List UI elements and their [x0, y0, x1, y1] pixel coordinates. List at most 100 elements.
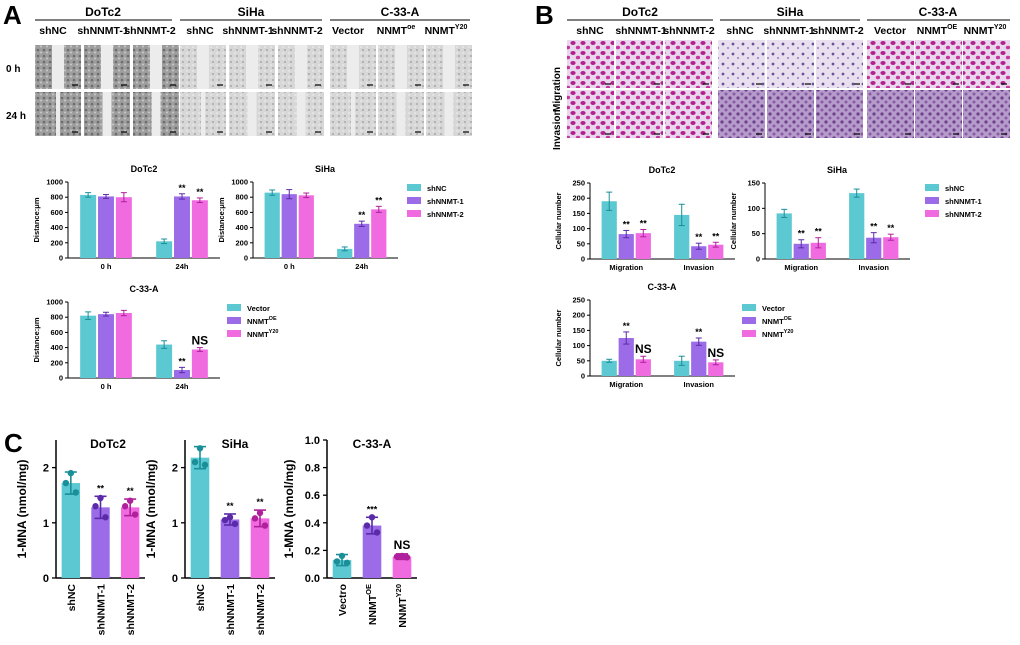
y-tick-label: 50	[577, 356, 585, 365]
column-label: shNC	[576, 25, 604, 37]
wound-gap	[52, 45, 64, 89]
bar	[191, 200, 208, 258]
micrograph-tile	[665, 90, 712, 138]
x-tick-label: Invasion	[684, 263, 715, 272]
x-tick-label: Invasion	[859, 263, 890, 272]
y-tick-label: 150	[747, 179, 760, 188]
bar	[281, 194, 297, 258]
legend-swatch	[925, 184, 939, 191]
significance-label: NS	[707, 346, 724, 360]
y-tick-label: 0	[244, 254, 248, 263]
x-tick-label: 24h	[176, 382, 189, 391]
bar	[220, 519, 240, 578]
column-label: NNMTY20	[964, 24, 1007, 37]
bar	[601, 201, 617, 259]
significance-label: **	[256, 497, 264, 507]
y-tick-label: 800	[235, 193, 248, 202]
chart-b-siha: SiHa 0 50 100 150 Cellular number ** ** Migratio…	[729, 165, 982, 272]
legend-superscript: Y20	[784, 329, 794, 335]
y-axis-label: 1-MNA (nmol/mg)	[144, 460, 158, 559]
x-tick-label: shNC	[66, 584, 78, 612]
x-tick-label: NNMTY20	[394, 584, 409, 628]
y-tick-label: 50	[752, 229, 760, 238]
significance-label: **	[712, 231, 720, 241]
bar	[115, 313, 132, 378]
data-point	[102, 514, 109, 521]
micrograph-tile	[665, 40, 712, 88]
bar	[190, 457, 210, 578]
significance-label: **	[798, 229, 806, 239]
legend: shNC shNNMT-1 shNNMT-2	[925, 184, 982, 219]
micrograph-grid-a: DoTc2 SiHa C-33-A shNC shNNMT-1 shNNMT-2…	[6, 5, 472, 136]
wound-gap	[150, 45, 162, 89]
significance-label: **	[695, 327, 703, 337]
y-tick-label: 200	[572, 311, 585, 320]
chart-title: SiHa	[827, 165, 848, 175]
y-tick-label: 0	[756, 255, 760, 264]
data-point	[196, 445, 204, 452]
wound-gap	[246, 45, 258, 89]
legend-label: shNC	[945, 184, 965, 193]
data-point	[338, 552, 346, 560]
y-tick-label: 1	[43, 518, 49, 530]
bar	[174, 370, 190, 378]
y-tick-label: 100	[572, 224, 585, 233]
significance-label: ***	[367, 504, 378, 514]
bar	[810, 242, 826, 259]
significance-label: NS	[192, 334, 209, 348]
x-tick-label: 24h	[355, 262, 368, 271]
x-tick-label: shNNMT-2	[255, 584, 267, 635]
y-tick-label: 250	[572, 179, 585, 188]
chart-title: DoTc2	[649, 165, 676, 175]
x-tick-label: shNC	[195, 584, 207, 612]
legend-label: NNMTY20	[762, 329, 793, 339]
significance-label: **	[97, 483, 105, 493]
category-superscript: OE	[364, 584, 373, 595]
y-tick-label: 0.4	[305, 518, 321, 530]
y-tick-label: 1000	[231, 178, 248, 187]
chart-a-c33a: C-33-A 0 200 400 600 800 1000 Distance:μm 0 h ** N…	[32, 284, 278, 391]
legend: Vector NNMTOE NNMTY20	[742, 304, 793, 339]
panel-label-b: B	[535, 0, 554, 30]
bar	[98, 196, 114, 258]
y-tick-label: 400	[50, 223, 63, 232]
micrograph-tile	[816, 90, 863, 138]
y-tick-label: 0	[43, 573, 49, 585]
bar	[98, 314, 114, 378]
wound-gap	[444, 92, 454, 136]
bar	[793, 243, 809, 259]
y-axis-label: Distance:μm	[32, 317, 41, 362]
bar	[691, 246, 707, 259]
significance-label: **	[640, 219, 648, 229]
micrograph-tile	[567, 90, 614, 138]
chart-title: C-33-A	[647, 282, 677, 292]
data-point	[398, 552, 406, 560]
chart-c-dotc2: DoTc2 0 1 2 1-MNA (nmol/mg) shNC ** shNNMT-1 ** s…	[15, 437, 145, 635]
bar	[264, 192, 280, 258]
y-tick-label: 0.6	[305, 490, 320, 502]
bar	[91, 507, 110, 578]
data-point	[231, 520, 239, 528]
micrograph-tile	[767, 90, 814, 138]
data-point	[256, 509, 264, 517]
bar	[115, 197, 132, 258]
legend: Vector NNMTOE NNMTY20	[227, 304, 278, 339]
bar	[883, 237, 899, 259]
data-point	[226, 514, 234, 521]
data-point	[121, 503, 129, 510]
wound-gap	[395, 45, 407, 89]
y-tick-label: 50	[577, 239, 585, 248]
bar	[849, 193, 865, 259]
significance-label: **	[375, 195, 383, 205]
wound-gap	[295, 45, 307, 89]
y-axis-label: Distance:μm	[217, 197, 226, 242]
column-label: NNMTY20	[425, 24, 468, 37]
column-label: shNC	[726, 25, 754, 37]
panel-label-a: A	[3, 0, 22, 30]
significance-label: **	[815, 227, 823, 237]
y-axis-label: 1-MNA (nmol/mg)	[282, 460, 296, 559]
significance-label: **	[870, 222, 878, 232]
legend-swatch	[742, 317, 756, 324]
y-axis-label: 1-MNA (nmol/mg)	[15, 460, 29, 559]
legend-swatch	[407, 197, 421, 204]
